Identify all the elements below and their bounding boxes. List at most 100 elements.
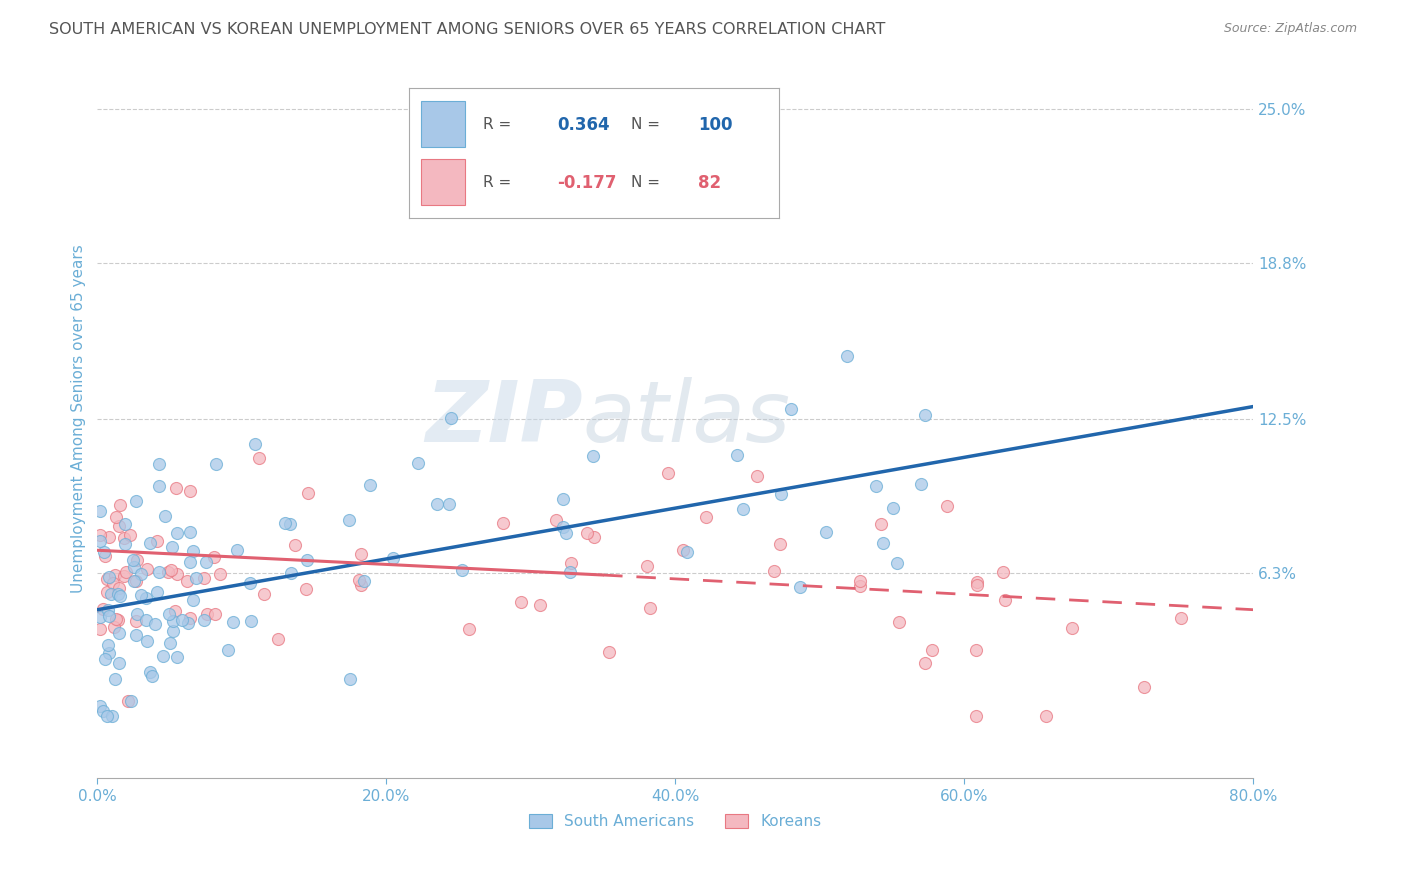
Point [274, 516, 297, 531]
Point [152, 648, 174, 663]
Point [93, 545, 115, 559]
Point [266, 632, 288, 647]
Point [278, 517, 301, 532]
Point [94, 652, 117, 666]
Point [193, 613, 215, 627]
Point [96, 585, 118, 599]
Point [1062, 621, 1084, 635]
Point [165, 604, 187, 618]
Point [202, 549, 225, 564]
Text: ZIP: ZIP [425, 377, 583, 460]
Point [138, 665, 160, 679]
Point [295, 553, 318, 567]
Point [183, 544, 205, 558]
Point [184, 571, 207, 585]
Point [107, 581, 129, 595]
Point [148, 565, 170, 579]
Point [553, 492, 575, 507]
Point [117, 694, 139, 708]
Y-axis label: Unemployment Among Seniors over 65 years: Unemployment Among Seniors over 65 years [72, 244, 86, 593]
Point [209, 567, 232, 582]
Point [458, 622, 481, 636]
Point [103, 620, 125, 634]
Point [676, 545, 699, 559]
Point [125, 494, 148, 508]
Point [181, 592, 204, 607]
Point [98, 646, 121, 660]
Point [426, 497, 449, 511]
Point [280, 566, 302, 580]
Point [94, 549, 117, 564]
Point [96, 572, 118, 586]
Point [529, 598, 551, 612]
Point [108, 626, 131, 640]
Point [122, 574, 145, 589]
Point [153, 508, 176, 523]
Point [195, 607, 218, 621]
Point [935, 499, 957, 513]
Point [176, 574, 198, 588]
Point [239, 576, 262, 591]
Point [114, 536, 136, 550]
Point [558, 565, 581, 579]
Point [127, 552, 149, 566]
Point [159, 636, 181, 650]
Point [450, 563, 472, 577]
Point [115, 565, 138, 579]
Point [170, 613, 193, 627]
Point [239, 614, 262, 628]
Point [297, 486, 319, 500]
Point [284, 538, 307, 552]
Point [205, 457, 228, 471]
Text: Source: ZipAtlas.com: Source: ZipAtlas.com [1223, 22, 1357, 36]
Point [780, 401, 803, 416]
Point [100, 709, 122, 723]
Point [910, 477, 932, 491]
Point [921, 643, 943, 657]
Text: atlas: atlas [583, 377, 792, 460]
Point [100, 586, 122, 600]
Point [966, 577, 988, 591]
Point [127, 607, 149, 622]
Point [112, 532, 135, 546]
Point [107, 519, 129, 533]
Point [437, 497, 460, 511]
Point [815, 525, 838, 540]
Point [159, 563, 181, 577]
Text: SOUTH AMERICAN VS KOREAN UNEMPLOYMENT AMONG SENIORS OVER 65 YEARS CORRELATION CH: SOUTH AMERICAN VS KOREAN UNEMPLOYMENT AM… [49, 22, 886, 37]
Point [148, 457, 170, 471]
Point [89, 504, 111, 518]
Point [122, 553, 145, 567]
Point [145, 616, 167, 631]
Point [966, 574, 988, 589]
Point [217, 642, 239, 657]
Point [408, 456, 430, 470]
Point [179, 555, 201, 569]
Point [640, 600, 662, 615]
Point [747, 468, 769, 483]
Point [112, 569, 135, 583]
Point [865, 479, 887, 493]
Point [835, 349, 858, 363]
Point [731, 502, 754, 516]
Point [179, 525, 201, 540]
Point [848, 579, 870, 593]
Point [870, 517, 893, 532]
Point [157, 607, 180, 621]
Point [101, 575, 124, 590]
Point [914, 656, 936, 670]
Point [582, 449, 605, 463]
Point [139, 535, 162, 549]
Point [544, 513, 567, 527]
Point [91, 704, 114, 718]
Point [350, 547, 373, 561]
Point [872, 536, 894, 550]
Point [350, 578, 373, 592]
Point [439, 411, 461, 425]
Point [98, 569, 121, 583]
Point [157, 565, 180, 579]
Point [107, 587, 129, 601]
Point [129, 566, 152, 581]
Point [177, 616, 200, 631]
Point [553, 520, 575, 534]
